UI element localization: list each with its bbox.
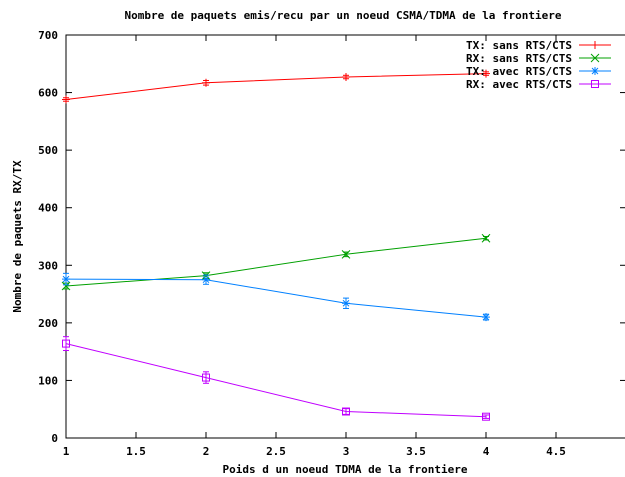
y-tick-label: 300	[38, 259, 58, 272]
legend-marker	[590, 53, 600, 63]
y-tick-label: 700	[38, 29, 58, 42]
x-axis-label: Poids d un noeud TDMA de la frontiere	[222, 463, 467, 476]
series-1	[62, 69, 490, 104]
data-point	[202, 373, 210, 382]
data-point	[341, 249, 351, 259]
legend-marker	[591, 67, 599, 75]
series-3	[62, 272, 490, 322]
legend-label: TX: avec RTS/CTS	[466, 65, 572, 78]
error-bar	[483, 414, 489, 419]
legend-item: RX: avec RTS/CTS	[466, 78, 611, 91]
data-point	[481, 233, 491, 243]
data-point	[62, 275, 70, 284]
y-tick-label: 200	[38, 317, 58, 330]
x-tick-label: 4.5	[546, 445, 566, 458]
legend-item: TX: sans RTS/CTS	[466, 39, 611, 52]
legend-label: TX: sans RTS/CTS	[466, 39, 572, 52]
error-bar	[63, 336, 69, 351]
legend-marker	[591, 41, 599, 49]
data-point	[62, 95, 70, 104]
data-point	[482, 69, 490, 78]
y-tick-label: 0	[51, 432, 58, 445]
legend-item: TX: avec RTS/CTS	[466, 65, 611, 78]
data-point	[482, 412, 490, 421]
error-bar	[343, 408, 349, 415]
y-tick-label: 400	[38, 202, 58, 215]
data-point	[202, 78, 210, 87]
x-tick-label: 2.5	[266, 445, 286, 458]
legend-label: RX: avec RTS/CTS	[466, 78, 572, 91]
legend-label: RX: sans RTS/CTS	[466, 52, 572, 65]
y-tick-label: 100	[38, 374, 58, 387]
data-point	[482, 313, 490, 322]
series-line	[65, 343, 487, 418]
series-4	[62, 336, 490, 421]
series-2	[61, 233, 491, 291]
y-axis-label: Nombre de paquets RX/TX	[11, 160, 24, 313]
data-point	[61, 281, 71, 291]
series-line	[65, 237, 487, 287]
legend-item: RX: sans RTS/CTS	[466, 52, 611, 65]
series-line	[65, 73, 487, 100]
plot-frame	[65, 34, 625, 439]
y-tick-label: 600	[38, 87, 58, 100]
data-point	[342, 407, 350, 416]
y-tick-label: 500	[38, 144, 58, 157]
x-tick-label: 1	[63, 445, 70, 458]
x-tick-label: 2	[203, 445, 210, 458]
x-tick-label: 3	[343, 445, 350, 458]
x-tick-label: 3.5	[406, 445, 426, 458]
data-point	[62, 339, 70, 348]
data-point	[342, 73, 350, 82]
data-point	[202, 275, 210, 284]
data-point	[342, 299, 350, 308]
chart-title: Nombre de paquets emis/recu par un noeud…	[124, 9, 561, 22]
x-tick-label: 1.5	[126, 445, 146, 458]
x-tick-label: 4	[483, 445, 490, 458]
series-line	[65, 278, 487, 318]
legend-marker	[591, 80, 599, 88]
